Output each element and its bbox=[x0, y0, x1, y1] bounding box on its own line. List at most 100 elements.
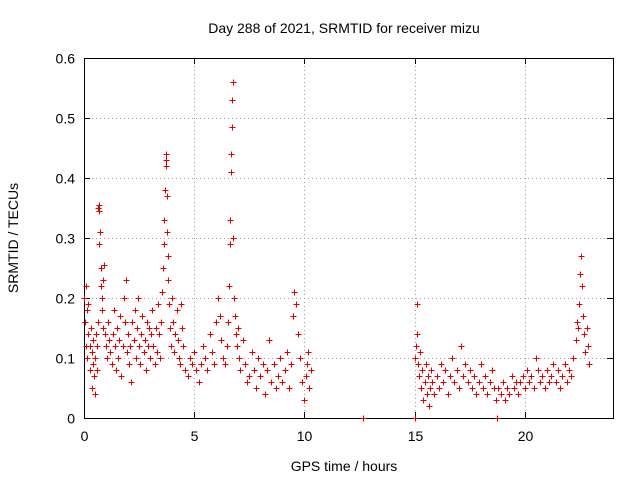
data-point bbox=[246, 373, 253, 380]
data-point bbox=[218, 337, 225, 344]
data-point bbox=[225, 319, 232, 326]
data-point bbox=[438, 361, 445, 368]
data-point bbox=[159, 289, 166, 296]
data-point bbox=[90, 361, 97, 368]
data-point bbox=[100, 277, 107, 284]
data-point bbox=[138, 331, 145, 338]
data-point bbox=[482, 373, 489, 380]
data-point bbox=[128, 379, 135, 386]
data-point bbox=[213, 319, 220, 326]
data-point bbox=[414, 301, 421, 308]
data-point bbox=[255, 355, 262, 362]
data-point bbox=[286, 385, 293, 392]
data-point bbox=[242, 361, 249, 368]
data-point bbox=[156, 331, 163, 338]
data-point bbox=[282, 367, 289, 374]
data-point bbox=[169, 295, 176, 302]
data-point bbox=[174, 307, 181, 314]
data-point bbox=[559, 373, 566, 380]
data-point bbox=[290, 313, 297, 320]
data-point bbox=[228, 151, 235, 158]
data-point bbox=[533, 355, 540, 362]
data-point bbox=[575, 325, 582, 332]
grid-lines bbox=[84, 58, 613, 418]
data-point bbox=[161, 217, 168, 224]
data-point bbox=[171, 349, 178, 356]
data-point bbox=[141, 349, 148, 356]
data-point bbox=[162, 187, 169, 194]
data-point bbox=[150, 343, 157, 350]
data-point bbox=[149, 307, 156, 314]
data-point bbox=[535, 367, 542, 374]
data-point bbox=[581, 331, 588, 338]
data-point bbox=[226, 283, 233, 290]
data-point bbox=[484, 391, 491, 398]
data-point bbox=[134, 325, 141, 332]
data-point bbox=[193, 367, 200, 374]
data-point bbox=[531, 385, 538, 392]
data-point bbox=[105, 319, 112, 326]
data-point bbox=[131, 337, 138, 344]
data-point bbox=[100, 325, 107, 332]
data-point bbox=[458, 343, 465, 350]
data-point bbox=[495, 385, 502, 392]
data-point bbox=[117, 313, 124, 320]
data-point bbox=[85, 331, 92, 338]
data-point bbox=[165, 253, 172, 260]
data-point bbox=[103, 343, 110, 350]
y-tick-label: 0.2 bbox=[56, 291, 76, 307]
data-point bbox=[95, 319, 102, 326]
data-point bbox=[207, 331, 214, 338]
x-tick-label: 0 bbox=[81, 428, 89, 444]
data-point bbox=[546, 379, 553, 386]
data-point bbox=[306, 385, 313, 392]
data-point bbox=[178, 301, 185, 308]
data-point bbox=[91, 373, 98, 380]
data-point bbox=[244, 379, 251, 386]
data-point bbox=[544, 367, 551, 374]
data-point bbox=[202, 355, 209, 362]
data-point bbox=[423, 361, 430, 368]
data-point bbox=[412, 415, 419, 422]
data-point bbox=[109, 361, 116, 368]
data-point bbox=[462, 361, 469, 368]
data-point bbox=[417, 349, 424, 356]
data-point bbox=[574, 319, 581, 326]
data-point bbox=[456, 385, 463, 392]
data-point bbox=[142, 337, 149, 344]
data-point bbox=[566, 367, 573, 374]
data-point bbox=[487, 379, 494, 386]
data-points bbox=[81, 79, 593, 422]
data-point bbox=[440, 379, 447, 386]
data-point bbox=[89, 349, 96, 356]
data-point bbox=[251, 367, 258, 374]
data-point bbox=[305, 349, 312, 356]
x-tick-label: 20 bbox=[518, 428, 534, 444]
data-point bbox=[211, 361, 218, 368]
y-tick-label: 0.4 bbox=[56, 171, 76, 187]
data-point bbox=[224, 343, 231, 350]
data-point bbox=[428, 367, 435, 374]
data-point bbox=[293, 301, 300, 308]
data-point bbox=[467, 367, 474, 374]
data-point bbox=[110, 331, 117, 338]
data-point bbox=[266, 337, 273, 344]
data-point bbox=[83, 283, 90, 290]
data-point bbox=[471, 373, 478, 380]
data-point bbox=[227, 241, 234, 248]
data-point bbox=[187, 355, 194, 362]
data-point bbox=[253, 385, 260, 392]
data-point bbox=[504, 385, 511, 392]
x-tick-label: 5 bbox=[191, 428, 199, 444]
axis-ticks: 0 0.1 0.2 0.3 0.4 0.5 0.6 0 5 10 15 20 bbox=[56, 51, 613, 444]
data-point bbox=[143, 367, 150, 374]
data-point bbox=[522, 385, 529, 392]
data-point bbox=[418, 385, 425, 392]
data-point bbox=[414, 331, 421, 338]
data-point bbox=[237, 367, 244, 374]
data-point bbox=[84, 307, 91, 314]
data-point bbox=[413, 343, 420, 350]
data-point bbox=[231, 295, 238, 302]
data-point bbox=[515, 391, 522, 398]
data-point bbox=[576, 301, 583, 308]
